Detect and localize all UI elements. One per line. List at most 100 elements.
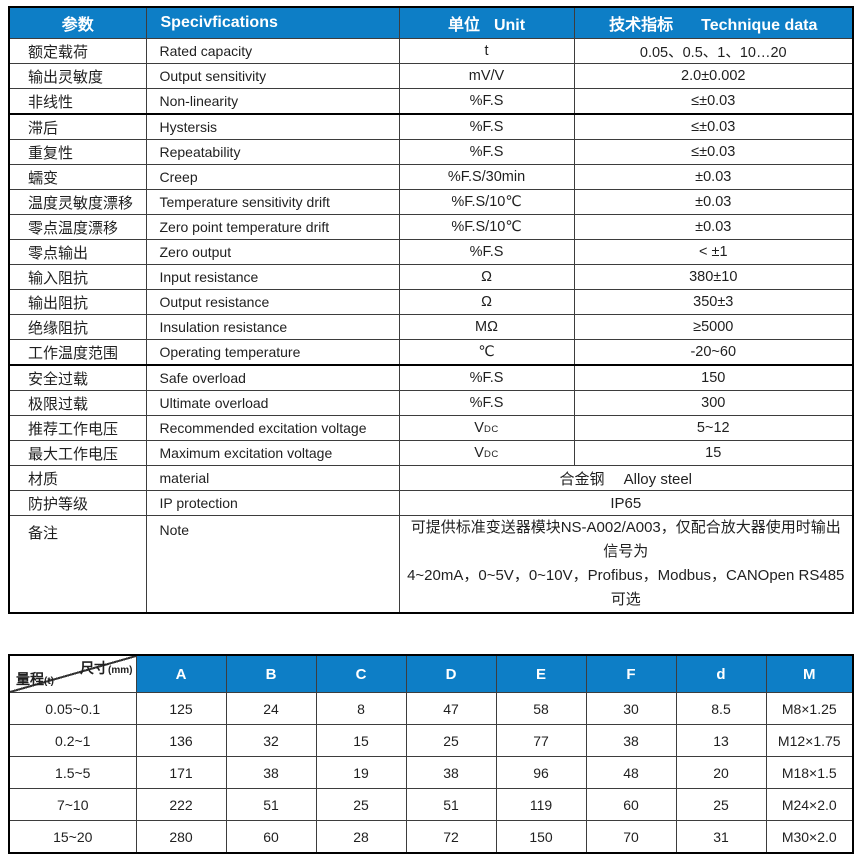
technique-value: 300: [573, 390, 854, 416]
dimension-value: 119: [495, 788, 587, 821]
param-label-cn: 推荐工作电压: [8, 415, 147, 441]
param-label-cn: 备注: [8, 515, 147, 614]
dim-column-header: A: [135, 654, 227, 693]
header-data-en: Technique data: [701, 17, 818, 34]
technique-value: 0.05、0.5、1、10…20: [573, 38, 854, 64]
dimension-value: 96: [495, 756, 587, 789]
unit-cell: %F.S: [398, 139, 575, 165]
param-label-en: IP protection: [145, 490, 400, 516]
spec-row: 非线性 Non-linearity %F.S ≤±0.03: [8, 88, 854, 115]
dim-row: 1.5~5 171 38 19 38 96 48 20 M18×1.5: [8, 756, 854, 789]
param-label-en: Ultimate overload: [145, 390, 400, 416]
unit-cell: MΩ: [398, 314, 575, 340]
unit-cell: %F.S/10℃: [398, 189, 575, 215]
spec-row: 重复性 Repeatability %F.S ≤±0.03: [8, 139, 854, 165]
dimension-value: 51: [225, 788, 317, 821]
param-label-cn: 重复性: [8, 139, 147, 165]
dimension-value: 15: [315, 724, 407, 757]
header-unit-cn: 单位: [447, 17, 480, 34]
dimension-value: 125: [135, 692, 227, 725]
param-label-en: Output sensitivity: [145, 63, 400, 89]
param-label-en: Creep: [145, 164, 400, 190]
spec-header-row: 参数 Specivfications 单位 Unit 技术指标 Technique …: [8, 6, 854, 39]
param-label-en: Recommended excitation voltage: [145, 415, 400, 441]
unit-symbol: V: [474, 445, 484, 461]
dimension-value: 51: [405, 788, 497, 821]
spec-row: 材质 material 合金钢 Alloy steel: [8, 465, 854, 491]
technique-value: 5~12: [573, 415, 854, 441]
spec-row: 蠕变 Creep %F.S/30min ±0.03: [8, 164, 854, 190]
dimension-value: 70: [585, 820, 677, 854]
param-label-cn: 极限过载: [8, 390, 147, 416]
spec-row: 输入阻抗 Input resistance Ω 380±10: [8, 264, 854, 290]
param-label-cn: 防护等级: [8, 490, 147, 516]
dimension-value: 8.5: [675, 692, 767, 725]
param-label-en: Operating temperature: [145, 339, 400, 366]
corner-size-unit: (mm): [108, 665, 133, 676]
dim-column-header: D: [405, 654, 497, 693]
unit-cell: %F.S/30min: [398, 164, 575, 190]
unit-cell: Ω: [398, 289, 575, 315]
dim-column-header: M: [765, 654, 854, 693]
technique-value: -20~60: [573, 339, 854, 366]
header-technique-data: 技术指标 Technique data: [573, 6, 854, 39]
header-unit: 单位 Unit: [398, 6, 575, 39]
dimension-value: 60: [225, 820, 317, 854]
dimension-value: 24: [225, 692, 317, 725]
capacity-range: 7~10: [8, 788, 137, 821]
dimension-value: 58: [495, 692, 587, 725]
dim-row: 0.2~1 136 32 15 25 77 38 13 M12×1.75: [8, 724, 854, 757]
spec-row: 安全过载 Safe overload %F.S 150: [8, 364, 854, 391]
unit-cell: %F.S/10℃: [398, 214, 575, 240]
param-label-en: Output resistance: [145, 289, 400, 315]
dim-corner-cell: 尺寸(mm) 量程(t): [8, 654, 137, 693]
dim-column-header: E: [495, 654, 587, 693]
param-label-en: Zero output: [145, 239, 400, 265]
corner-label-size: 尺寸(mm): [80, 658, 132, 678]
dimension-value: 8: [315, 692, 407, 725]
unit-subscript: DC: [483, 424, 499, 435]
dimension-value: 38: [225, 756, 317, 789]
param-label-cn: 额定载荷: [8, 38, 147, 64]
technique-value: ≤±0.03: [573, 88, 854, 115]
merged-value: IP65: [398, 490, 854, 516]
corner-range-text: 量程: [16, 671, 44, 687]
header-param: 参数: [8, 6, 147, 39]
param-label-cn: 输出灵敏度: [8, 63, 147, 89]
technique-value: ≤±0.03: [573, 139, 854, 165]
corner-label-range: 量程(t): [16, 669, 54, 689]
dimension-value: 136: [135, 724, 227, 757]
param-label-cn: 零点输出: [8, 239, 147, 265]
param-label-en: Maximum excitation voltage: [145, 440, 400, 466]
dimension-value: 28: [315, 820, 407, 854]
unit-symbol: V: [474, 420, 484, 436]
dimension-value: M30×2.0: [765, 820, 854, 854]
spec-row: 零点温度漂移 Zero point temperature drift %F.S/1…: [8, 214, 854, 240]
technique-value: ±0.03: [573, 189, 854, 215]
unit-cell: %F.S: [398, 239, 575, 265]
dimension-value: 47: [405, 692, 497, 725]
unit-cell: Ω: [398, 264, 575, 290]
dimension-value: 150: [495, 820, 587, 854]
header-data-cn: 技术指标: [609, 17, 674, 34]
param-label-en: material: [145, 465, 400, 491]
dim-column-header: C: [315, 654, 407, 693]
dimension-value: 31: [675, 820, 767, 854]
param-label-en: Non-linearity: [145, 88, 400, 115]
header-unit-en: Unit: [493, 17, 526, 34]
spec-row: 绝缘阻抗 Insulation resistance MΩ ≥5000: [8, 314, 854, 340]
spec-row: 工作温度范围 Operating temperature ℃ -20~60: [8, 339, 854, 366]
unit-cell: VDC: [398, 415, 575, 441]
spec-row: 防护等级 IP protection IP65: [8, 490, 854, 516]
spec-row: 最大工作电压 Maximum excitation voltage VDC 15: [8, 440, 854, 466]
technique-value: 150: [573, 364, 854, 391]
dimension-value: 25: [675, 788, 767, 821]
unit-cell: VDC: [398, 440, 575, 466]
technique-value: ≥5000: [573, 314, 854, 340]
dimension-value: M12×1.75: [765, 724, 854, 757]
dimension-value: M18×1.5: [765, 756, 854, 789]
unit-subscript: DC: [483, 449, 499, 460]
unit-cell: ℃: [398, 339, 575, 366]
